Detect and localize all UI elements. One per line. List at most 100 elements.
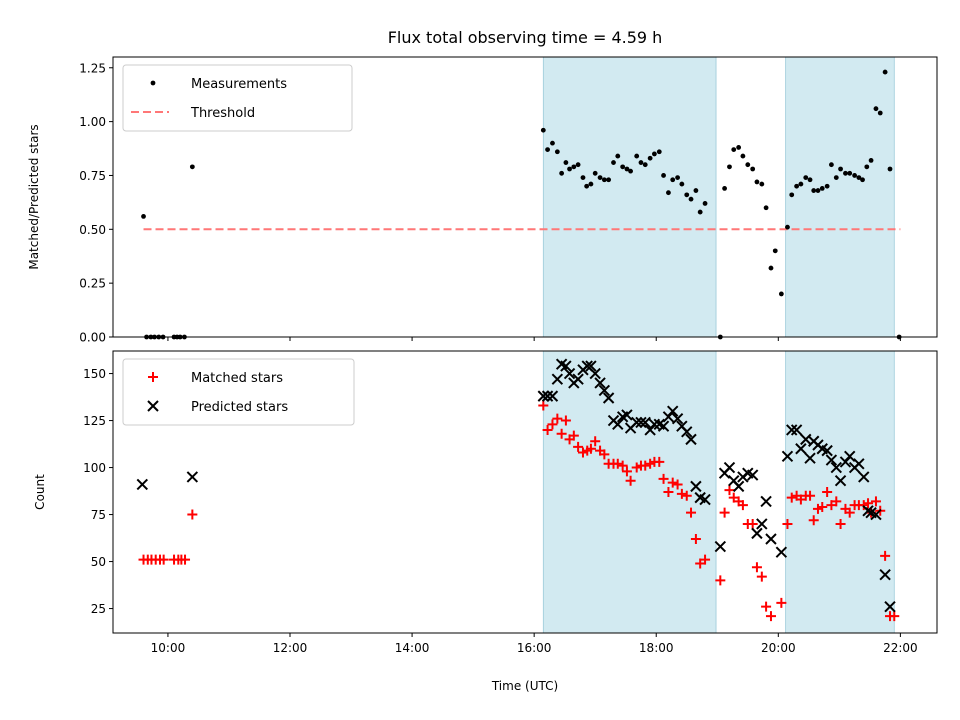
data-point [634, 153, 640, 159]
data-point [751, 562, 762, 573]
data-point [786, 424, 798, 436]
data-point [690, 480, 702, 493]
data-point [588, 181, 594, 187]
y-tick-label: 100 [83, 461, 106, 475]
data-point [856, 175, 862, 181]
legend-label: Threshold [190, 106, 255, 121]
data-point [804, 452, 816, 464]
shaded-interval-1 [542, 350, 717, 634]
data-point [830, 461, 842, 474]
data-point [756, 518, 768, 530]
data-point [597, 175, 603, 181]
y-tick-label: 1.25 [79, 61, 106, 75]
data-point [580, 175, 586, 181]
data-point [852, 173, 857, 178]
plot-frame [112, 56, 938, 338]
data-point [700, 554, 711, 565]
data-point [640, 460, 651, 471]
data-point [798, 181, 804, 187]
data-point [594, 377, 606, 389]
x-tick-label: 20:00 [761, 641, 796, 655]
data-point [722, 185, 727, 191]
data-point [611, 160, 616, 165]
data-point [648, 418, 661, 431]
x-axis-label: Time (UTC) [491, 679, 558, 693]
data-point [158, 554, 169, 565]
x-tick-label: 16:00 [517, 641, 552, 655]
data-point [775, 546, 788, 558]
data-point [727, 164, 732, 170]
y-tick-label: 25 [91, 602, 106, 616]
x-tick-label: 22:00 [883, 641, 918, 655]
data-point [889, 611, 900, 622]
y-tick-label: 125 [83, 414, 106, 428]
data-point [180, 554, 191, 565]
data-point [785, 224, 790, 230]
data-point [763, 205, 769, 211]
y-axis-label: Matched/Predicted stars [27, 124, 41, 269]
data-point [844, 450, 856, 462]
legend-box [122, 358, 355, 426]
data-point [551, 373, 564, 385]
data-point [685, 433, 697, 446]
data-point [831, 496, 842, 507]
data-point [556, 428, 567, 439]
data-point [887, 166, 893, 172]
data-point [690, 534, 701, 544]
data-point [699, 493, 711, 506]
data-point [563, 367, 576, 380]
data-point [776, 597, 787, 608]
data-point [638, 160, 644, 165]
data-point [732, 480, 745, 493]
legend-swatch [148, 372, 158, 382]
data-point [661, 173, 666, 178]
ratio-panel: 0.00 0.25 0.50 0.75 1.00 1.25 Matched/Predicte… [27, 56, 938, 345]
data-point [817, 502, 828, 513]
data-point [590, 436, 601, 447]
data-point [724, 485, 735, 496]
data-point [625, 475, 636, 486]
series-predicted-stars [136, 358, 896, 613]
data-point [803, 175, 809, 181]
data-point [187, 509, 198, 520]
data-point [723, 461, 736, 474]
data-point [829, 162, 834, 168]
data-point [790, 424, 803, 436]
series-matched-stars [138, 400, 900, 622]
data-point [765, 533, 777, 545]
data-point [745, 162, 751, 168]
legend-box [122, 64, 353, 132]
data-point [882, 69, 888, 75]
data-point [740, 153, 746, 159]
data-point [870, 496, 881, 507]
data-point [654, 456, 665, 467]
data-point [621, 409, 633, 421]
data-point [821, 444, 833, 457]
data-point [568, 430, 579, 441]
data-point [736, 145, 742, 150]
data-point [624, 166, 630, 172]
data-point [719, 507, 730, 518]
data-point [542, 424, 553, 435]
data-point [835, 518, 846, 529]
data-point [552, 413, 563, 424]
data-point [584, 183, 590, 189]
y-tick-label: 1.00 [79, 115, 106, 129]
y-tick-label: 0.50 [79, 223, 106, 237]
y-tick-label: 0.75 [79, 169, 106, 183]
data-point [864, 164, 870, 170]
data-point [598, 384, 611, 397]
data-point [807, 177, 813, 183]
data-point [667, 405, 679, 417]
data-point [599, 449, 610, 460]
data-point [795, 443, 807, 455]
data-point [186, 471, 199, 483]
data-point [667, 477, 678, 488]
data-point [781, 450, 794, 462]
chart-title: Flux total observing time = 4.59 h [388, 28, 663, 47]
data-point [601, 177, 607, 183]
data-point [681, 426, 693, 438]
data-point [575, 162, 581, 168]
data-point [670, 177, 676, 183]
